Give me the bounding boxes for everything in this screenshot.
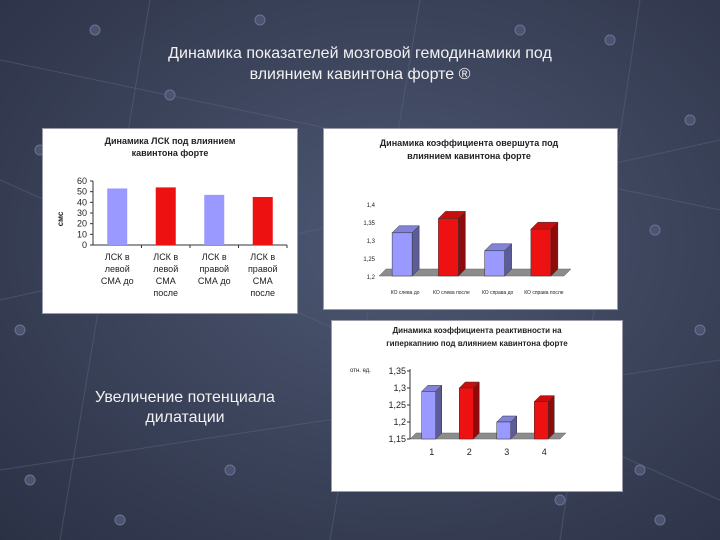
chart-panel-reactivity: Динамика коэффициента реактивности на гип… — [331, 320, 623, 492]
slide-title-line-1: Динамика показателей мозговой гемодинами… — [168, 45, 552, 62]
bar — [391, 232, 413, 277]
bar — [421, 391, 436, 440]
x-tick-label: СМА — [253, 276, 273, 286]
x-tick-label: КО справа после — [524, 290, 564, 296]
bar-side — [435, 384, 442, 440]
background-dot — [514, 24, 526, 36]
chart-panel-overshoot: Динамика коэффициента овершута под влияни… — [323, 128, 618, 310]
x-tick-label: после — [250, 288, 275, 298]
x-tick-label: СМА до — [198, 276, 231, 286]
background-dot — [114, 514, 126, 526]
x-tick-label: 2 — [467, 447, 472, 457]
x-tick-label: правой — [199, 264, 229, 274]
y-tick-label: 1,4 — [367, 203, 376, 209]
bar-side — [548, 394, 555, 440]
bar — [534, 401, 549, 440]
chart-title-line: влиянием кавинтона форте — [407, 151, 531, 161]
chart-overshoot: Динамика коэффициента овершута под влияни… — [363, 138, 572, 296]
slide-caption: Увеличение потенциала дилатации — [70, 388, 300, 428]
y-tick-label: 60 — [77, 176, 87, 186]
x-tick-label: ЛСК в — [202, 252, 227, 262]
y-axis-label: отн. ед. — [350, 368, 371, 374]
background-dot — [24, 474, 36, 486]
x-tick-label: ЛСК в — [105, 252, 130, 262]
bar — [484, 250, 505, 277]
background-dot — [694, 324, 706, 336]
bar — [496, 421, 511, 440]
y-tick-label: 1,3 — [393, 383, 406, 393]
caption-line-1: Увеличение потенциала — [95, 389, 275, 406]
y-tick-label: 1,3 — [367, 239, 376, 245]
slide-title: Динамика показателей мозговой гемодинами… — [120, 43, 600, 85]
y-tick-label: 1,25 — [388, 400, 406, 410]
chart-title-line: кавинтона форте — [132, 148, 209, 158]
background-dot — [554, 494, 566, 506]
x-tick-label: ЛСК в — [153, 252, 178, 262]
background-dot — [164, 89, 176, 101]
y-tick-label: 0 — [82, 240, 87, 250]
y-tick-label: 1,2 — [367, 275, 376, 281]
x-tick-label: левой — [153, 264, 178, 274]
background-dot — [654, 514, 666, 526]
chart-title-line: Динамика коэффициента овершута под — [380, 138, 559, 148]
x-tick-label: СМА — [156, 276, 176, 286]
bar-side — [550, 221, 559, 277]
y-axis-label: смс — [56, 211, 65, 226]
bar — [204, 194, 225, 245]
bar — [107, 188, 128, 245]
bar — [459, 387, 474, 440]
background-dot — [634, 464, 646, 476]
background-dot — [604, 34, 616, 46]
background-dot — [224, 464, 236, 476]
y-tick-label: 20 — [77, 219, 87, 229]
y-tick-label: 30 — [77, 208, 87, 218]
y-tick-label: 40 — [77, 197, 87, 207]
bar-side — [411, 225, 420, 277]
y-tick-label: 1,2 — [393, 417, 406, 427]
y-tick-label: 10 — [77, 229, 87, 239]
y-tick-label: 1,15 — [388, 434, 406, 444]
caption-line-2: дилатации — [145, 409, 225, 426]
background-dot — [649, 224, 661, 236]
x-tick-label: КО слева после — [433, 290, 470, 296]
background-dot — [14, 324, 26, 336]
x-tick-label: 3 — [504, 447, 509, 457]
x-tick-label: правой — [248, 264, 278, 274]
y-tick-label: 1,25 — [363, 257, 375, 263]
x-tick-label: после — [153, 288, 178, 298]
bar — [155, 187, 176, 245]
x-tick-label: ЛСК в — [250, 252, 275, 262]
bar-side — [458, 210, 466, 277]
background-dot — [89, 24, 101, 36]
bar-side — [473, 381, 480, 440]
x-tick-label: левой — [105, 264, 130, 274]
x-tick-label: 4 — [542, 447, 547, 457]
chart-panel-lsk: Динамика ЛСК под влиянием кавинтона форте… — [42, 128, 298, 314]
bar — [438, 218, 459, 277]
x-tick-label: КО справа до — [482, 290, 514, 296]
chart-lsk: Динамика ЛСК под влиянием кавинтона форте… — [56, 136, 288, 298]
chart-title-line: гиперкапнию под влиянием кавинтона форте — [386, 339, 568, 348]
x-tick-label: КО слева до — [391, 290, 420, 296]
bar — [252, 197, 273, 245]
y-tick-label: 1,35 — [363, 221, 375, 227]
chart-title-line: Динамика коэффициента реактивности на — [392, 326, 562, 335]
x-tick-label: 1 — [429, 447, 434, 457]
chart-title-line: Динамика ЛСК под влиянием — [105, 136, 236, 146]
background-dot — [684, 114, 696, 126]
chart-reactivity: Динамика коэффициента реактивности на гип… — [350, 326, 568, 457]
y-tick-label: 50 — [77, 187, 87, 197]
slide-title-line-2: влиянием кавинтона форте ® — [249, 66, 471, 83]
background-dot — [254, 14, 266, 26]
bar — [530, 228, 552, 277]
x-tick-label: СМА до — [101, 276, 134, 286]
y-tick-label: 1,35 — [388, 366, 406, 376]
